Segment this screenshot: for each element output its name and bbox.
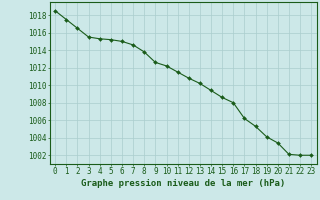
X-axis label: Graphe pression niveau de la mer (hPa): Graphe pression niveau de la mer (hPa)	[81, 179, 285, 188]
